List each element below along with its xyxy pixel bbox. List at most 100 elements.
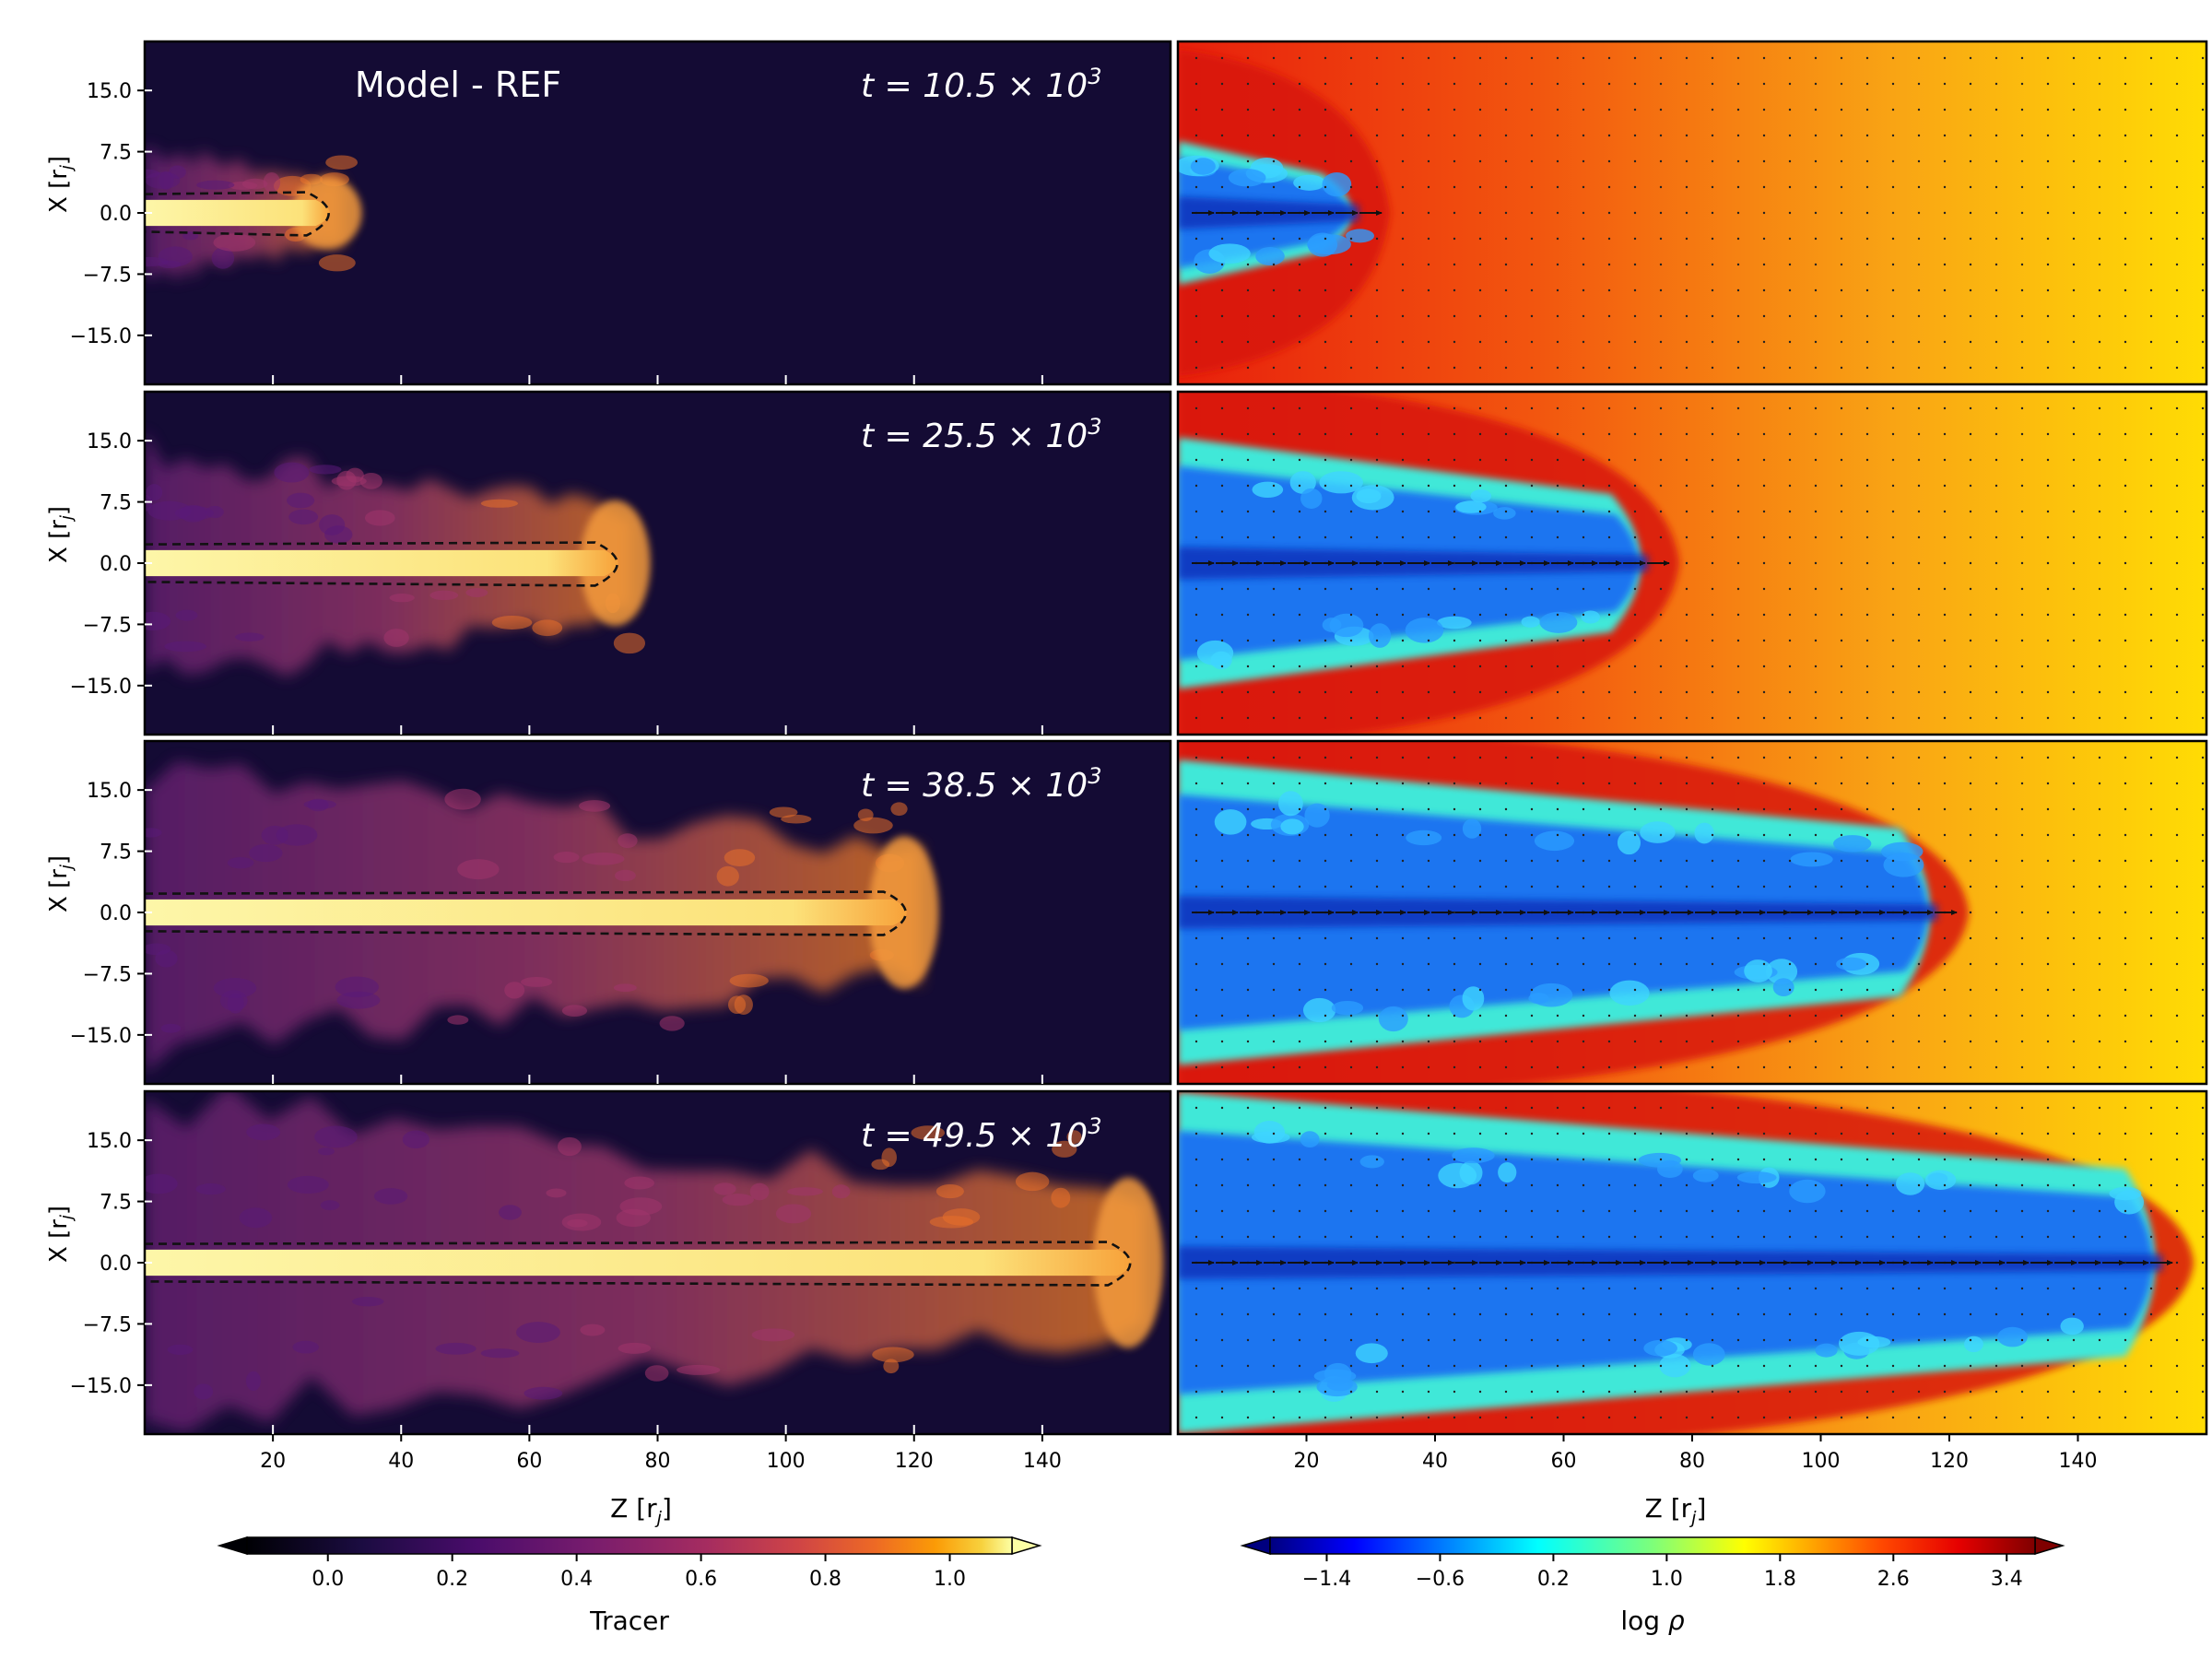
velocity-dot xyxy=(2201,833,2205,837)
velocity-dot xyxy=(2175,561,2179,565)
velocity-dot xyxy=(1840,1209,1843,1213)
velocity-dot xyxy=(1633,690,1637,694)
velocity-dot xyxy=(1685,782,1688,785)
tracer-blob xyxy=(751,1328,795,1342)
velocity-dot xyxy=(1891,962,1895,966)
velocity-dot xyxy=(1788,134,1792,137)
velocity-dot xyxy=(1788,1183,1792,1187)
velocity-dot xyxy=(1814,1014,1818,1018)
velocity-dot xyxy=(1504,1338,1508,1342)
velocity-dot xyxy=(2072,82,2076,86)
velocity-dot xyxy=(1607,432,1611,436)
tracer-blob xyxy=(890,802,908,817)
velocity-dot xyxy=(1349,962,1353,966)
velocity-dot xyxy=(1324,665,1327,668)
velocity-dot xyxy=(1943,613,1947,617)
velocity-dot xyxy=(1246,134,1250,137)
velocity-dot xyxy=(2201,82,2205,86)
velocity-dot xyxy=(1788,613,1792,617)
velocity-dot xyxy=(1994,1158,1998,1161)
velocity-dot xyxy=(1349,185,1353,189)
velocity-dot xyxy=(1272,1183,1276,1187)
velocity-dot xyxy=(2098,484,2101,488)
velocity-dot xyxy=(1659,1364,1663,1368)
velocity-dot xyxy=(1504,535,1508,539)
velocity-dot xyxy=(1324,613,1327,617)
velocity-dot xyxy=(1375,406,1379,410)
velocity-dot xyxy=(2020,936,2024,940)
velocity-dot xyxy=(2124,1287,2127,1290)
velocity-dot xyxy=(1556,263,1559,266)
velocity-dot xyxy=(1607,159,1611,163)
velocity-dot xyxy=(1220,988,1224,992)
velocity-dot xyxy=(1582,587,1585,591)
velocity-dot xyxy=(1427,639,1430,642)
velocity-dot xyxy=(1246,587,1250,591)
velocity-dot xyxy=(1194,340,1198,344)
velocity-dot xyxy=(1994,807,1998,811)
velocity-dot xyxy=(1375,1338,1379,1342)
y-axis-label: X [rj] xyxy=(45,506,76,563)
velocity-dot xyxy=(1375,484,1379,488)
velocity-dot xyxy=(1582,1065,1585,1069)
velocity-dot xyxy=(1298,859,1301,863)
velocity-dot xyxy=(1814,185,1818,189)
velocity-dot xyxy=(1401,1040,1405,1043)
velocity-dot xyxy=(1659,885,1663,888)
velocity-dot xyxy=(1504,108,1508,112)
velocity-dot xyxy=(1272,859,1276,863)
velocity-dot xyxy=(1582,639,1585,642)
velocity-dot xyxy=(1349,936,1353,940)
velocity-dot xyxy=(1298,1312,1301,1316)
tracer-blob xyxy=(447,1015,469,1025)
velocity-dot xyxy=(1943,665,1947,668)
velocity-dot xyxy=(2175,366,2179,370)
velocity-dot xyxy=(1582,237,1585,241)
velocity-dot xyxy=(1375,1065,1379,1069)
velocity-dot xyxy=(1711,432,1714,436)
velocity-dot xyxy=(1943,458,1947,462)
density-billow xyxy=(1289,471,1316,494)
velocity-dot xyxy=(1891,807,1895,811)
velocity-dot xyxy=(1736,1158,1740,1161)
velocity-dot xyxy=(1840,1338,1843,1342)
velocity-dot xyxy=(1530,833,1534,837)
velocity-dot xyxy=(1633,1106,1637,1110)
velocity-dot xyxy=(1943,82,1947,86)
velocity-dot xyxy=(1246,288,1250,292)
velocity-dot xyxy=(1814,458,1818,462)
velocity-dot xyxy=(1246,1209,1250,1213)
velocity-dot xyxy=(2175,690,2179,694)
velocity-dot xyxy=(1891,159,1895,163)
tracer-blob xyxy=(228,181,258,190)
velocity-dot xyxy=(2046,716,2050,720)
velocity-dot xyxy=(1530,1364,1534,1368)
velocity-dot xyxy=(1220,1390,1224,1394)
y-tick-label: 15.0 xyxy=(87,780,132,803)
velocity-dot xyxy=(2046,108,2050,112)
velocity-dot xyxy=(1814,56,1818,60)
velocity-dot xyxy=(1582,1338,1585,1342)
velocity-dot xyxy=(1504,1390,1508,1394)
velocity-dot xyxy=(1349,807,1353,811)
tracer-blob xyxy=(195,1183,226,1195)
velocity-dot xyxy=(1556,458,1559,462)
velocity-dot xyxy=(1272,665,1276,668)
velocity-dot xyxy=(1349,833,1353,837)
x-tick-label: 140 xyxy=(2059,1450,2098,1473)
velocity-dot xyxy=(2020,288,2024,292)
velocity-dot xyxy=(1840,134,1843,137)
velocity-dot xyxy=(2175,1364,2179,1368)
velocity-dot xyxy=(1917,561,1921,565)
velocity-dot xyxy=(1401,366,1405,370)
density-frame xyxy=(1176,739,2208,1086)
velocity-dot xyxy=(1788,936,1792,940)
velocity-dot xyxy=(2124,314,2127,318)
velocity-dot xyxy=(1375,366,1379,370)
velocity-dot xyxy=(1994,1338,1998,1342)
velocity-dot xyxy=(2124,535,2127,539)
velocity-dot xyxy=(1324,535,1327,539)
velocity-dot xyxy=(2149,561,2153,565)
velocity-dot xyxy=(1891,1014,1895,1018)
velocity-dot xyxy=(2046,484,2050,488)
